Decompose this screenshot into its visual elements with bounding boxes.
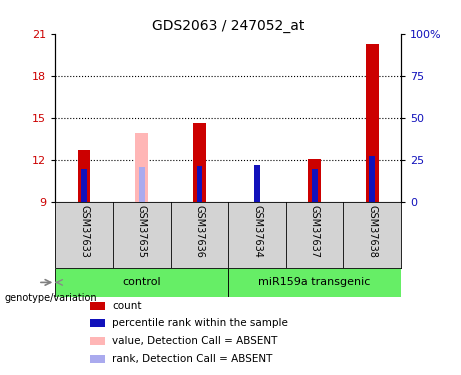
Text: control: control [123, 278, 161, 287]
Text: GSM37636: GSM37636 [195, 205, 204, 258]
Text: GSM37637: GSM37637 [310, 205, 319, 258]
Text: count: count [112, 301, 142, 310]
Bar [78, 150, 90, 202]
Bar [81, 169, 87, 202]
Bar [90, 337, 106, 345]
Bar [193, 123, 206, 202]
Text: GSM37633: GSM37633 [79, 205, 89, 258]
Bar [90, 355, 106, 363]
Bar [369, 156, 375, 202]
Bar [139, 167, 145, 202]
Text: miR159a transgenic: miR159a transgenic [259, 278, 371, 287]
Bar [312, 169, 318, 202]
Bar [90, 320, 106, 327]
Bar [366, 44, 378, 202]
Text: rank, Detection Call = ABSENT: rank, Detection Call = ABSENT [112, 354, 273, 364]
Bar [90, 302, 106, 310]
FancyBboxPatch shape [55, 268, 228, 297]
Text: genotype/variation: genotype/variation [5, 293, 97, 303]
Text: GSM37634: GSM37634 [252, 205, 262, 258]
Title: GDS2063 / 247052_at: GDS2063 / 247052_at [152, 19, 304, 33]
FancyBboxPatch shape [228, 268, 401, 297]
Bar [196, 166, 202, 202]
Text: GSM37635: GSM37635 [137, 205, 147, 258]
Text: value, Detection Call = ABSENT: value, Detection Call = ABSENT [112, 336, 278, 346]
Bar [136, 133, 148, 202]
Bar [254, 165, 260, 202]
Text: percentile rank within the sample: percentile rank within the sample [112, 318, 288, 328]
Text: GSM37638: GSM37638 [367, 205, 377, 258]
Bar [308, 159, 321, 202]
